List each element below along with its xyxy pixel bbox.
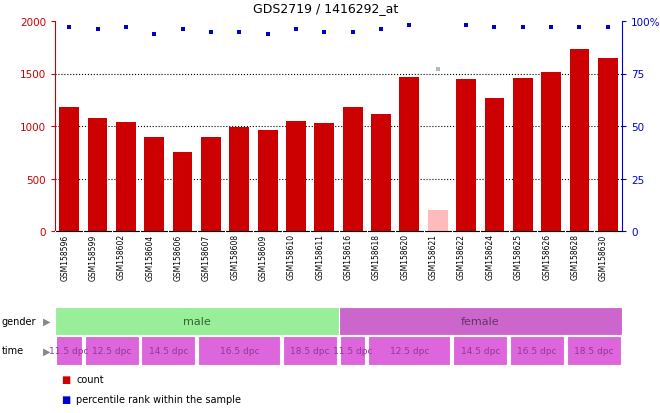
Text: GSM158602: GSM158602 bbox=[117, 234, 126, 280]
Text: GSM158628: GSM158628 bbox=[570, 234, 579, 280]
Text: GSM158626: GSM158626 bbox=[542, 234, 551, 280]
Text: GSM158609: GSM158609 bbox=[259, 234, 267, 280]
Text: GSM158596: GSM158596 bbox=[60, 234, 69, 280]
Text: GSM158616: GSM158616 bbox=[344, 234, 352, 280]
Text: GDS2719 / 1416292_at: GDS2719 / 1416292_at bbox=[253, 2, 399, 15]
Bar bbox=[198, 337, 280, 365]
Text: male: male bbox=[183, 316, 211, 326]
Text: gender: gender bbox=[1, 316, 36, 326]
Text: GSM158621: GSM158621 bbox=[429, 234, 438, 280]
Text: GSM158624: GSM158624 bbox=[485, 234, 494, 280]
Text: 12.5 dpc: 12.5 dpc bbox=[389, 346, 429, 355]
Bar bbox=[456, 80, 476, 231]
Bar bbox=[541, 73, 561, 231]
Bar bbox=[84, 337, 139, 365]
Text: GSM158618: GSM158618 bbox=[372, 234, 381, 280]
Bar bbox=[314, 123, 334, 231]
Text: GSM158622: GSM158622 bbox=[457, 234, 466, 280]
Bar bbox=[399, 78, 419, 231]
Bar bbox=[598, 59, 618, 231]
Text: GSM158606: GSM158606 bbox=[174, 234, 183, 280]
Bar bbox=[340, 337, 366, 365]
Text: count: count bbox=[76, 374, 104, 384]
Text: 12.5 dpc: 12.5 dpc bbox=[92, 346, 131, 355]
Text: GSM158604: GSM158604 bbox=[145, 234, 154, 280]
Bar bbox=[55, 307, 339, 335]
Bar bbox=[513, 79, 533, 231]
Text: 16.5 dpc: 16.5 dpc bbox=[220, 346, 259, 355]
Text: GSM158620: GSM158620 bbox=[401, 234, 409, 280]
Text: 18.5 dpc: 18.5 dpc bbox=[290, 346, 330, 355]
Bar bbox=[567, 337, 620, 365]
Text: GSM158607: GSM158607 bbox=[202, 234, 211, 280]
Text: 14.5 dpc: 14.5 dpc bbox=[461, 346, 500, 355]
Bar bbox=[230, 127, 249, 231]
Text: female: female bbox=[461, 316, 500, 326]
Bar bbox=[484, 98, 504, 231]
Text: ▶: ▶ bbox=[44, 346, 51, 356]
Text: GSM158599: GSM158599 bbox=[88, 234, 98, 280]
Bar bbox=[570, 50, 589, 231]
Text: GSM158625: GSM158625 bbox=[513, 234, 523, 280]
Text: 18.5 dpc: 18.5 dpc bbox=[574, 346, 613, 355]
Bar bbox=[510, 337, 564, 365]
Text: GSM158610: GSM158610 bbox=[287, 234, 296, 280]
Bar bbox=[116, 123, 136, 231]
Bar bbox=[371, 115, 391, 231]
Text: ■: ■ bbox=[61, 374, 71, 384]
Text: ■: ■ bbox=[61, 394, 71, 404]
Text: time: time bbox=[1, 346, 24, 356]
Text: GSM158630: GSM158630 bbox=[599, 234, 608, 280]
Text: 16.5 dpc: 16.5 dpc bbox=[517, 346, 556, 355]
Bar bbox=[88, 119, 108, 231]
Bar bbox=[286, 122, 306, 231]
Bar bbox=[141, 337, 195, 365]
Bar bbox=[56, 337, 82, 365]
Bar bbox=[428, 211, 447, 231]
Bar bbox=[343, 107, 362, 231]
Bar bbox=[368, 337, 451, 365]
Bar bbox=[59, 107, 79, 231]
Bar bbox=[173, 152, 193, 231]
Text: percentile rank within the sample: percentile rank within the sample bbox=[76, 394, 241, 404]
Text: 11.5 dpc: 11.5 dpc bbox=[50, 346, 89, 355]
Text: ▶: ▶ bbox=[44, 316, 51, 326]
Text: GSM158611: GSM158611 bbox=[315, 234, 324, 280]
Bar bbox=[201, 138, 221, 231]
Bar bbox=[283, 337, 337, 365]
Bar bbox=[257, 131, 278, 231]
Bar bbox=[145, 138, 164, 231]
Text: GSM158608: GSM158608 bbox=[230, 234, 240, 280]
Bar bbox=[339, 307, 622, 335]
Bar bbox=[453, 337, 507, 365]
Text: 14.5 dpc: 14.5 dpc bbox=[148, 346, 188, 355]
Text: 11.5 dpc: 11.5 dpc bbox=[333, 346, 372, 355]
